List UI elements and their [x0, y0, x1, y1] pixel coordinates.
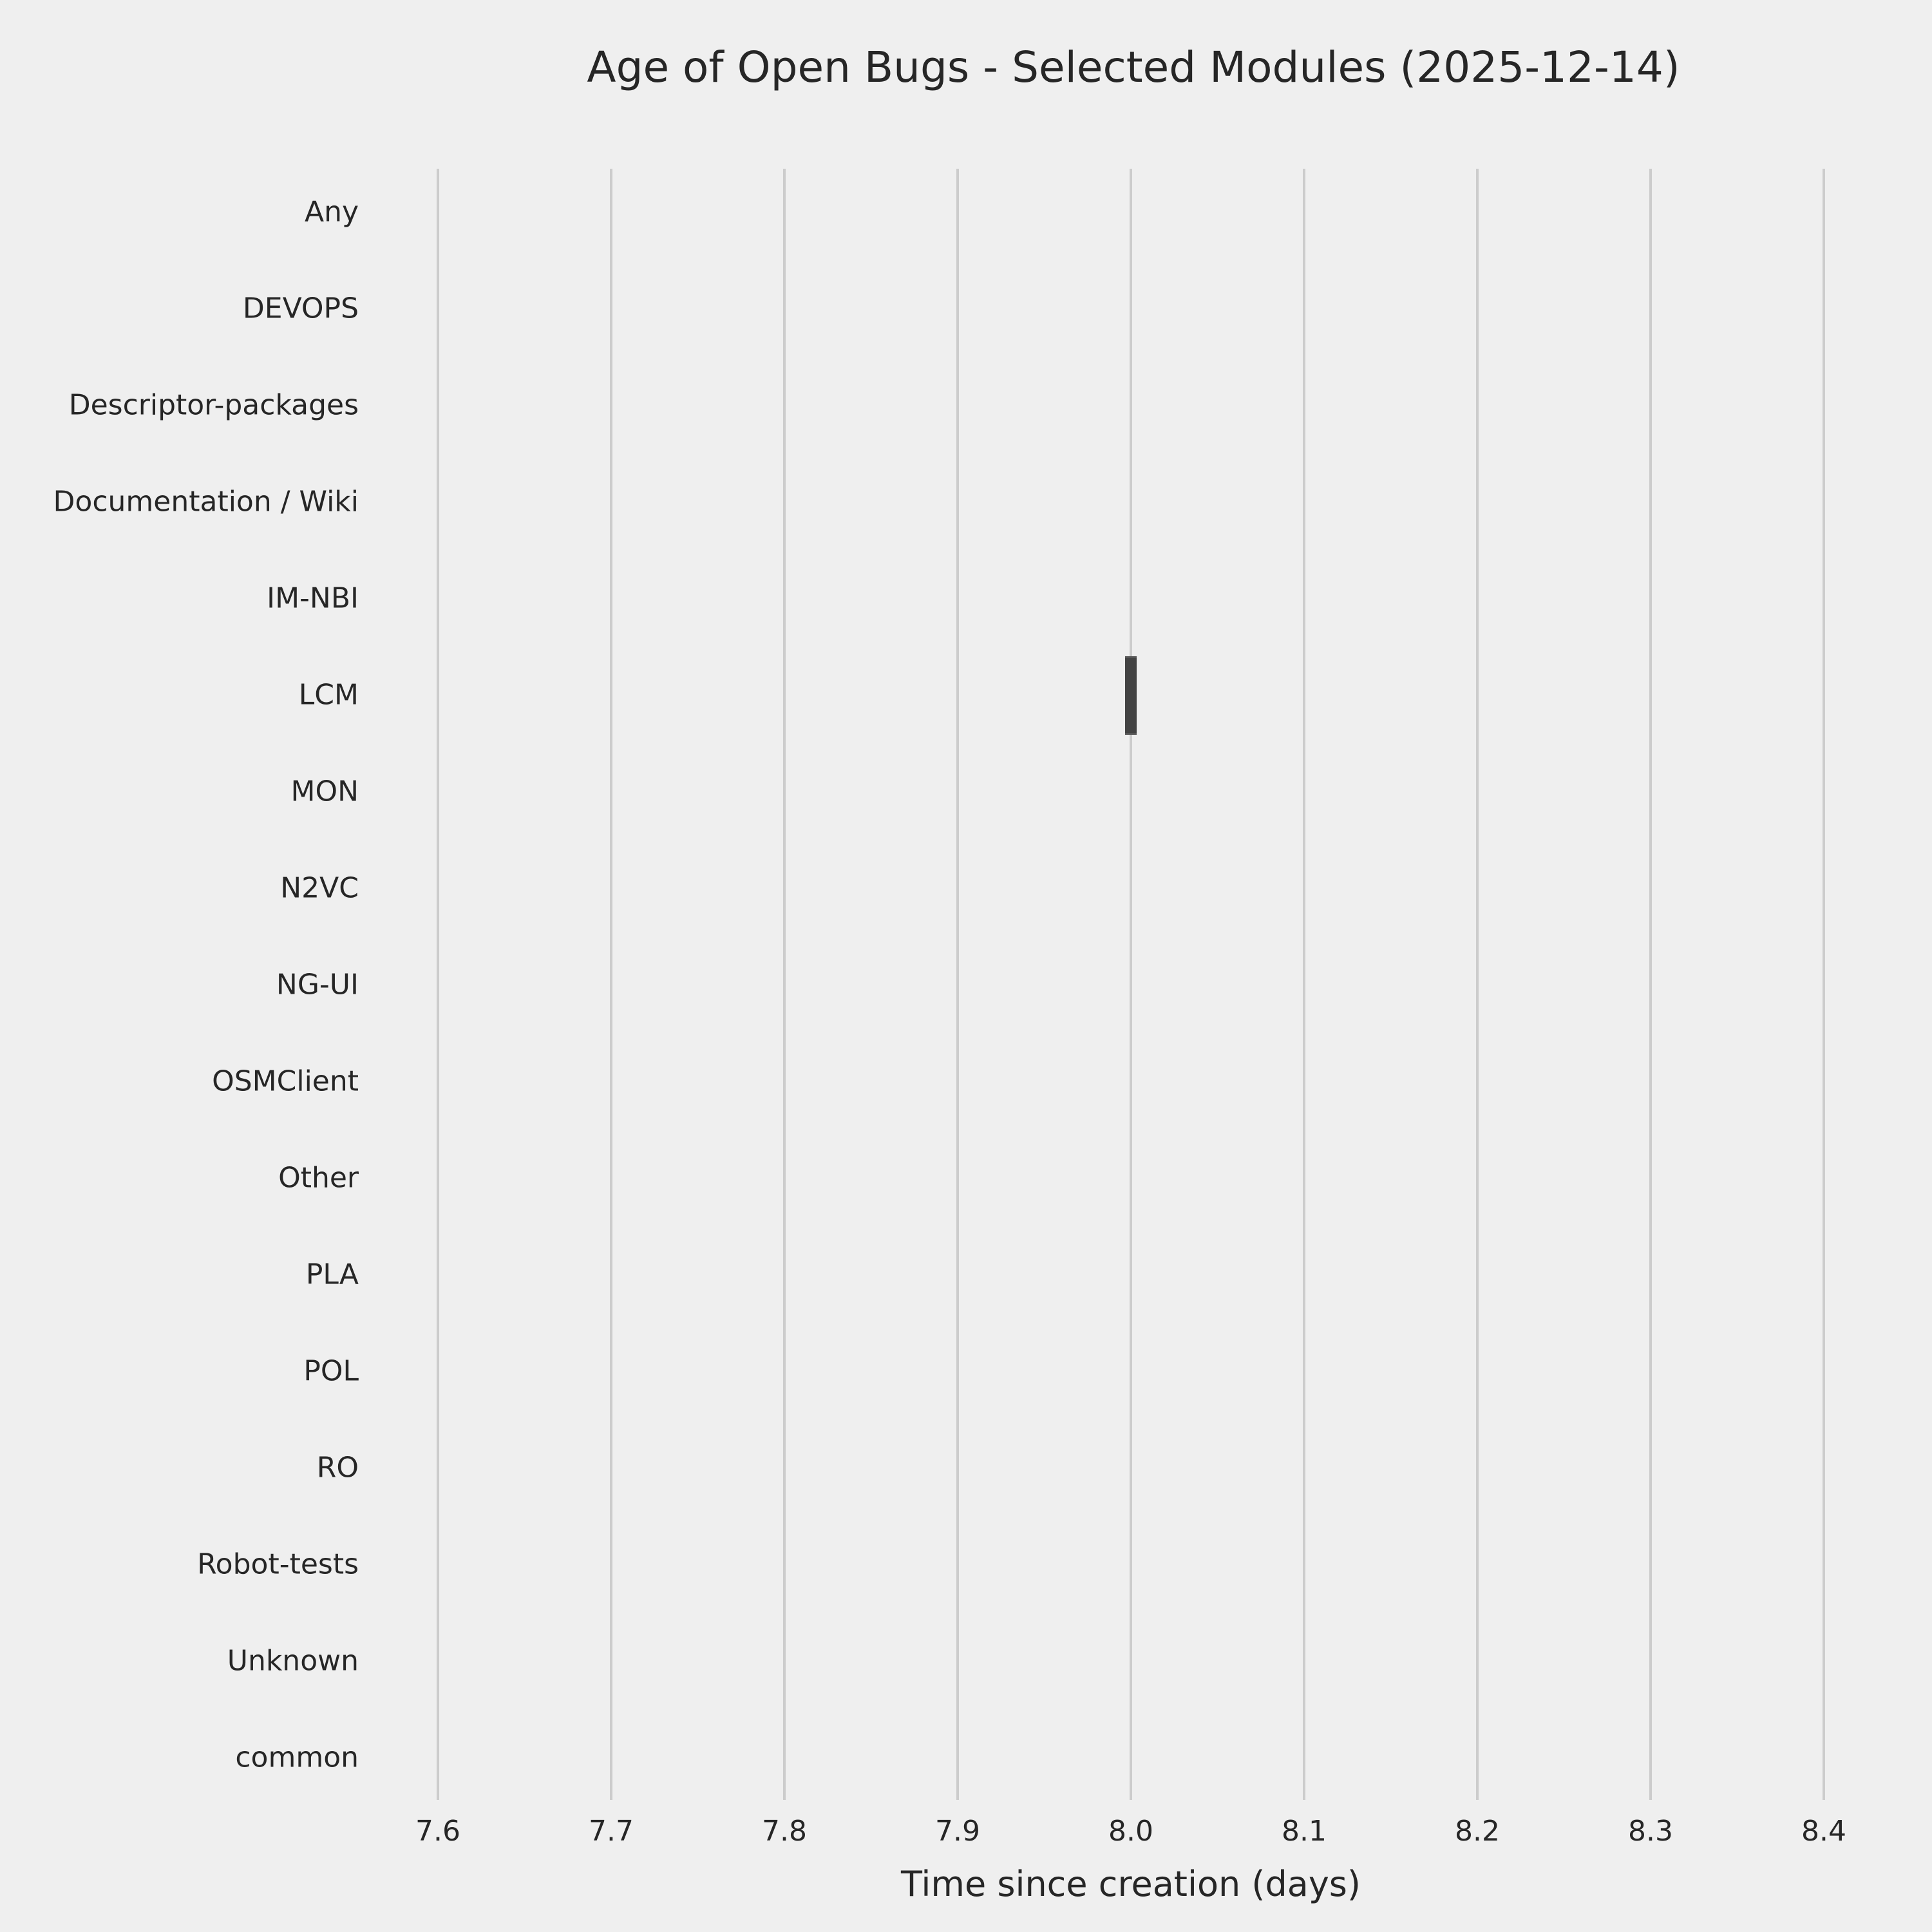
y-category-label: Any	[304, 195, 359, 229]
y-category-label: Descriptor-packages	[68, 388, 359, 422]
x-tick-label: 8.1	[1282, 1815, 1327, 1848]
y-category-label: RO	[316, 1451, 359, 1484]
y-category-label: Unknown	[227, 1644, 359, 1678]
y-category-label: N2VC	[280, 871, 359, 905]
y-category-label: Other	[278, 1161, 359, 1195]
y-category-label: Robot-tests	[197, 1548, 359, 1581]
boxplot-box	[1125, 656, 1137, 735]
x-gridline	[1130, 169, 1132, 1800]
y-category-label: LCM	[298, 678, 359, 712]
x-gridline	[1303, 169, 1305, 1800]
x-gridline	[1649, 169, 1652, 1800]
x-tick-label: 8.3	[1628, 1815, 1673, 1848]
y-category-label: Documentation / Wiki	[53, 485, 359, 518]
x-tick-label: 8.4	[1801, 1815, 1846, 1848]
x-tick-label: 7.7	[589, 1815, 634, 1848]
x-tick-label: 8.0	[1108, 1815, 1153, 1848]
y-category-label: PLA	[305, 1258, 359, 1291]
y-category-label: OSMClient	[212, 1065, 359, 1098]
chart-title: Age of Open Bugs - Selected Modules (202…	[587, 43, 1680, 92]
x-gridline	[1476, 169, 1479, 1800]
x-tick-label: 7.8	[762, 1815, 807, 1848]
x-tick-label: 7.9	[935, 1815, 980, 1848]
y-category-label: IM-NBI	[267, 582, 359, 615]
y-category-label: POL	[303, 1354, 359, 1388]
x-gridline	[956, 169, 959, 1800]
y-category-label: DEVOPS	[242, 292, 359, 325]
y-category-label: MON	[290, 775, 359, 808]
x-gridline	[437, 169, 439, 1800]
x-gridline	[1823, 169, 1825, 1800]
y-category-label: NG-UI	[276, 968, 359, 1001]
x-gridline	[783, 169, 786, 1800]
x-gridline	[610, 169, 612, 1800]
x-tick-label: 7.6	[415, 1815, 460, 1848]
y-category-label: common	[235, 1741, 359, 1774]
x-tick-label: 8.2	[1455, 1815, 1500, 1848]
x-axis-label: Time since creation (days)	[901, 1864, 1361, 1904]
